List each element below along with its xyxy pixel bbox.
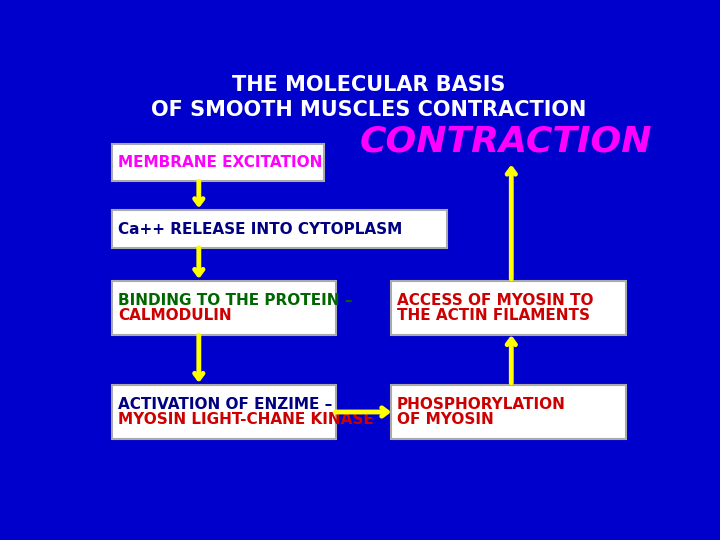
Text: THE MOLECULAR BASIS
OF SMOOTH MUSCLES CONTRACTION: THE MOLECULAR BASIS OF SMOOTH MUSCLES CO…	[151, 75, 587, 120]
Text: MEMBRANE EXCITATION: MEMBRANE EXCITATION	[118, 155, 323, 170]
Text: Ca++ RELEASE INTO CYTOPLASM: Ca++ RELEASE INTO CYTOPLASM	[118, 221, 402, 237]
Text: PHOSPHORYLATION: PHOSPHORYLATION	[397, 397, 566, 412]
Bar	[392, 385, 626, 439]
Text: BINDING TO THE PROTEIN –: BINDING TO THE PROTEIN –	[118, 293, 352, 308]
Text: ACCESS OF MYOSIN TO: ACCESS OF MYOSIN TO	[397, 293, 593, 308]
Text: THE ACTIN FILAMENTS: THE ACTIN FILAMENTS	[397, 308, 590, 323]
Bar	[112, 281, 336, 335]
Bar	[392, 281, 626, 335]
Text: OF MYOSIN: OF MYOSIN	[397, 412, 494, 427]
Text: ACTIVATION OF ENZIME –: ACTIVATION OF ENZIME –	[118, 397, 332, 412]
Text: MYOSIN LIGHT-CHANE KINASE: MYOSIN LIGHT-CHANE KINASE	[118, 412, 374, 427]
Bar	[112, 210, 447, 248]
Bar	[112, 385, 336, 439]
Text: CALMODULIN: CALMODULIN	[118, 308, 232, 323]
Bar	[112, 144, 324, 181]
Text: CONTRACTION: CONTRACTION	[359, 125, 652, 159]
